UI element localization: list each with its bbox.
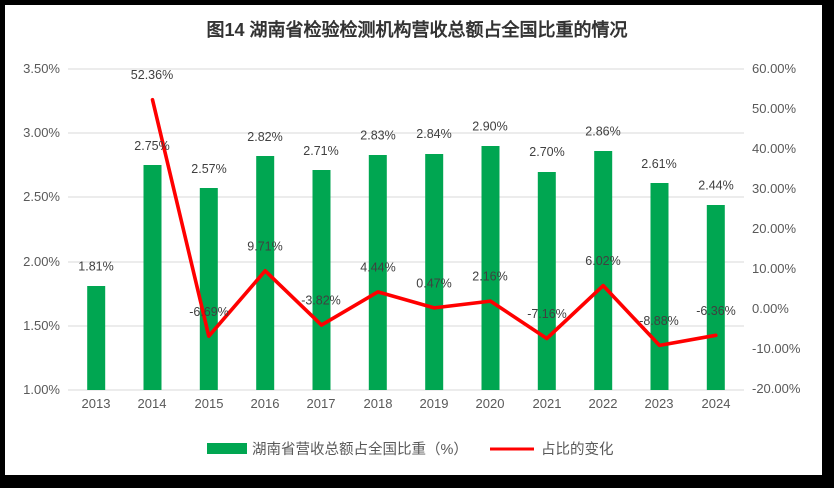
svg-text:2.00%: 2.00% [23,254,60,269]
svg-text:20.00%: 20.00% [752,221,797,236]
svg-text:3.50%: 3.50% [23,61,60,76]
svg-text:-6.69%: -6.69% [189,305,229,319]
svg-text:2014: 2014 [138,396,167,411]
svg-text:2.83%: 2.83% [360,129,395,143]
svg-text:2.84%: 2.84% [416,127,451,141]
svg-text:-10.00%: -10.00% [752,341,801,356]
svg-text:0.47%: 0.47% [416,276,451,290]
svg-text:2016: 2016 [251,396,280,411]
svg-text:6.02%: 6.02% [585,254,620,268]
svg-text:2.82%: 2.82% [247,130,282,144]
svg-text:0.00%: 0.00% [752,301,789,316]
svg-text:-8.88%: -8.88% [639,314,679,328]
svg-text:-6.36%: -6.36% [696,304,736,318]
svg-text:2.61%: 2.61% [641,157,676,171]
svg-text:40.00%: 40.00% [752,141,797,156]
svg-text:2.57%: 2.57% [191,162,226,176]
svg-text:1.50%: 1.50% [23,318,60,333]
svg-text:50.00%: 50.00% [752,101,797,116]
svg-text:9.71%: 9.71% [247,239,282,253]
svg-text:2021: 2021 [533,396,562,411]
svg-text:2018: 2018 [364,396,393,411]
svg-text:10.00%: 10.00% [752,261,797,276]
svg-text:2.71%: 2.71% [303,144,338,158]
svg-text:2.16%: 2.16% [472,270,507,284]
svg-text:2.75%: 2.75% [134,139,169,153]
svg-text:-3.82%: -3.82% [301,294,341,308]
svg-text:30.00%: 30.00% [752,181,797,196]
svg-text:2.44%: 2.44% [698,179,733,193]
svg-text:52.36%: 52.36% [131,68,173,82]
svg-text:2019: 2019 [420,396,449,411]
svg-text:2.70%: 2.70% [529,145,564,159]
svg-text:2020: 2020 [476,396,505,411]
svg-text:1.81%: 1.81% [78,260,113,274]
svg-text:2.86%: 2.86% [585,125,620,139]
svg-text:3.00%: 3.00% [23,125,60,140]
svg-text:2.90%: 2.90% [472,120,507,134]
svg-text:2022: 2022 [589,396,618,411]
svg-text:占比的变化: 占比的变化 [541,441,614,458]
svg-text:2013: 2013 [82,396,111,411]
svg-text:2.50%: 2.50% [23,189,60,204]
svg-text:1.00%: 1.00% [23,382,60,397]
svg-text:4.44%: 4.44% [360,260,395,274]
svg-text:-7.16%: -7.16% [527,307,567,321]
svg-text:60.00%: 60.00% [752,61,797,76]
svg-text:2024: 2024 [702,396,731,411]
svg-text:2023: 2023 [645,396,674,411]
svg-text:2017: 2017 [307,396,336,411]
svg-text:-20.00%: -20.00% [752,381,801,396]
svg-text:2015: 2015 [195,396,224,411]
svg-text:湖南省营收总额占全国比重（%）: 湖南省营收总额占全国比重（%） [252,440,468,458]
